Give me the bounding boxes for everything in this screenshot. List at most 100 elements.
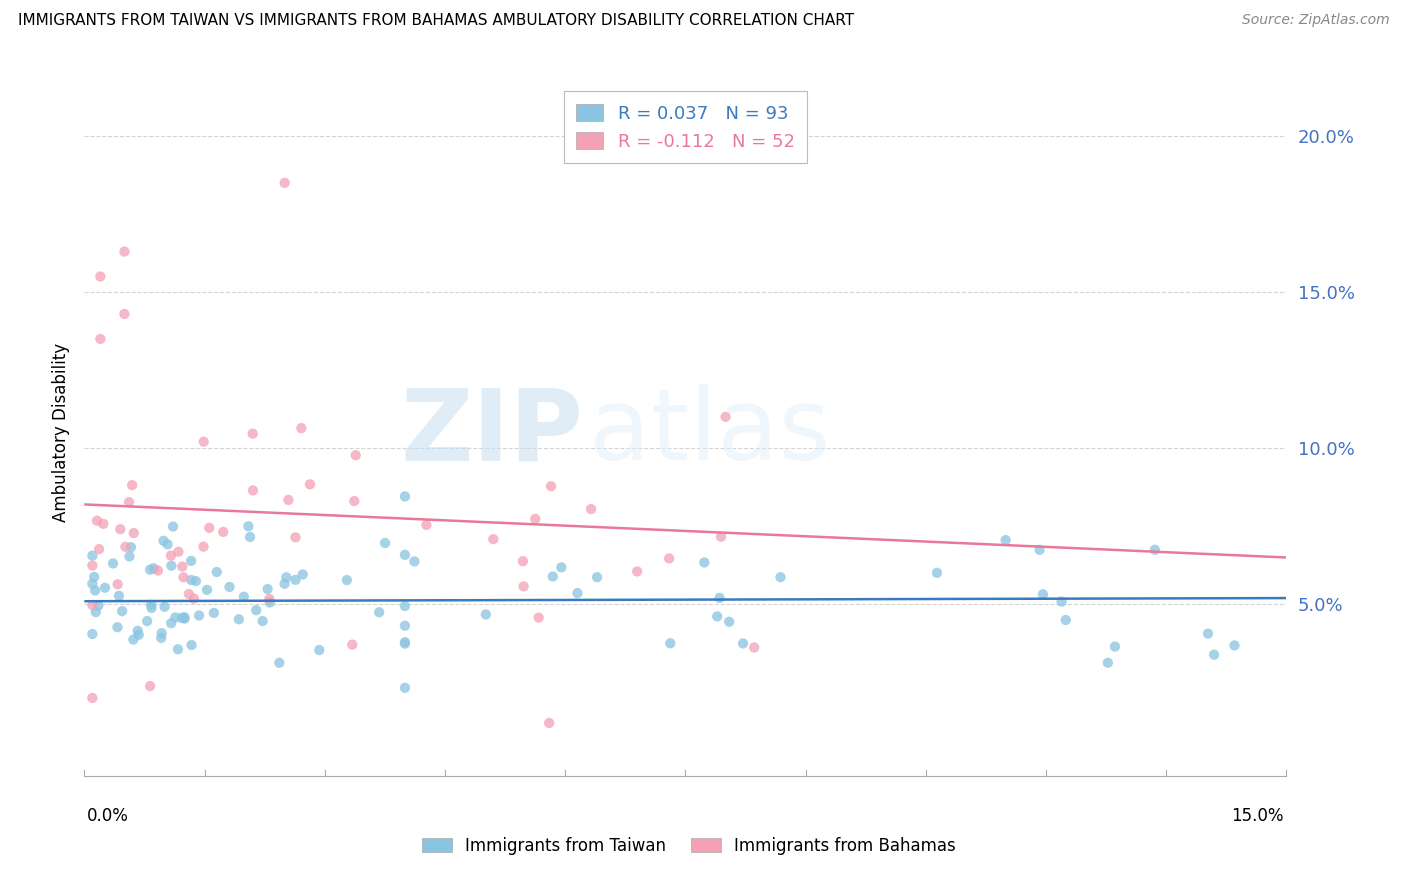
- Point: [84, 605, 107, 619]
- Point: [193, 434, 215, 449]
- Point: [659, 636, 682, 650]
- Point: [415, 518, 437, 533]
- Point: [1197, 626, 1219, 640]
- Point: [108, 589, 131, 603]
- Point: [170, 611, 193, 625]
- Point: [242, 483, 264, 498]
- Point: [567, 586, 589, 600]
- Point: [1223, 639, 1246, 653]
- Point: [269, 656, 291, 670]
- Point: [394, 599, 416, 613]
- Point: [256, 582, 278, 596]
- Point: [118, 495, 141, 509]
- Point: [336, 573, 359, 587]
- Point: [91, 516, 114, 531]
- Y-axis label: Ambulatory Disability: Ambulatory Disability: [52, 343, 70, 522]
- Point: [152, 533, 174, 548]
- Point: [82, 627, 104, 641]
- Point: [82, 690, 104, 705]
- Point: [139, 679, 162, 693]
- Point: [142, 561, 165, 575]
- Point: [212, 524, 235, 539]
- Text: 15.0%: 15.0%: [1232, 807, 1284, 825]
- Point: [82, 558, 104, 573]
- Point: [308, 643, 330, 657]
- Point: [394, 681, 416, 695]
- Point: [167, 545, 190, 559]
- Point: [475, 607, 498, 622]
- Point: [183, 591, 205, 606]
- Point: [394, 619, 416, 633]
- Point: [184, 574, 207, 588]
- Legend: Immigrants from Taiwan, Immigrants from Bahamas: Immigrants from Taiwan, Immigrants from …: [415, 830, 963, 862]
- Point: [709, 591, 731, 605]
- Point: [742, 640, 765, 655]
- Point: [714, 409, 737, 424]
- Point: [94, 581, 117, 595]
- Point: [512, 579, 534, 593]
- Point: [114, 307, 135, 321]
- Point: [277, 492, 299, 507]
- Point: [1054, 613, 1077, 627]
- Point: [259, 591, 281, 606]
- Point: [180, 573, 202, 587]
- Point: [162, 519, 184, 533]
- Point: [276, 570, 298, 584]
- Text: IMMIGRANTS FROM TAIWAN VS IMMIGRANTS FROM BAHAMAS AMBULATORY DISABILITY CORRELAT: IMMIGRANTS FROM TAIWAN VS IMMIGRANTS FRO…: [18, 13, 855, 29]
- Point: [579, 502, 602, 516]
- Point: [658, 551, 681, 566]
- Point: [284, 573, 307, 587]
- Point: [173, 610, 195, 624]
- Point: [693, 556, 716, 570]
- Point: [394, 637, 416, 651]
- Point: [290, 421, 312, 435]
- Point: [82, 549, 104, 563]
- Point: [84, 583, 107, 598]
- Point: [1032, 587, 1054, 601]
- Point: [394, 490, 416, 504]
- Point: [156, 537, 179, 551]
- Point: [394, 548, 416, 562]
- Text: ZIP: ZIP: [401, 384, 583, 481]
- Point: [188, 608, 211, 623]
- Point: [218, 580, 240, 594]
- Point: [121, 478, 143, 492]
- Text: atlas: atlas: [589, 384, 831, 481]
- Text: 0.0%: 0.0%: [87, 807, 129, 825]
- Point: [718, 615, 741, 629]
- Point: [394, 635, 416, 649]
- Point: [540, 479, 562, 493]
- Point: [118, 549, 141, 564]
- Point: [87, 599, 110, 613]
- Point: [342, 638, 364, 652]
- Point: [1050, 594, 1073, 608]
- Point: [550, 560, 572, 574]
- Point: [368, 605, 391, 619]
- Point: [89, 269, 111, 284]
- Point: [291, 567, 314, 582]
- Point: [101, 557, 124, 571]
- Text: Source: ZipAtlas.com: Source: ZipAtlas.com: [1241, 13, 1389, 28]
- Point: [374, 536, 396, 550]
- Point: [202, 606, 225, 620]
- Point: [205, 565, 228, 579]
- Point: [1204, 648, 1226, 662]
- Point: [284, 530, 307, 544]
- Point: [343, 494, 366, 508]
- Point: [165, 610, 187, 624]
- Point: [232, 590, 254, 604]
- Point: [273, 577, 295, 591]
- Point: [114, 540, 136, 554]
- Point: [538, 715, 561, 730]
- Point: [150, 631, 173, 645]
- Point: [1028, 542, 1050, 557]
- Point: [482, 532, 505, 546]
- Point: [136, 614, 159, 628]
- Point: [167, 642, 190, 657]
- Point: [160, 558, 183, 573]
- Point: [731, 636, 754, 650]
- Point: [110, 522, 132, 536]
- Point: [172, 559, 194, 574]
- Point: [83, 570, 105, 584]
- Point: [127, 624, 149, 638]
